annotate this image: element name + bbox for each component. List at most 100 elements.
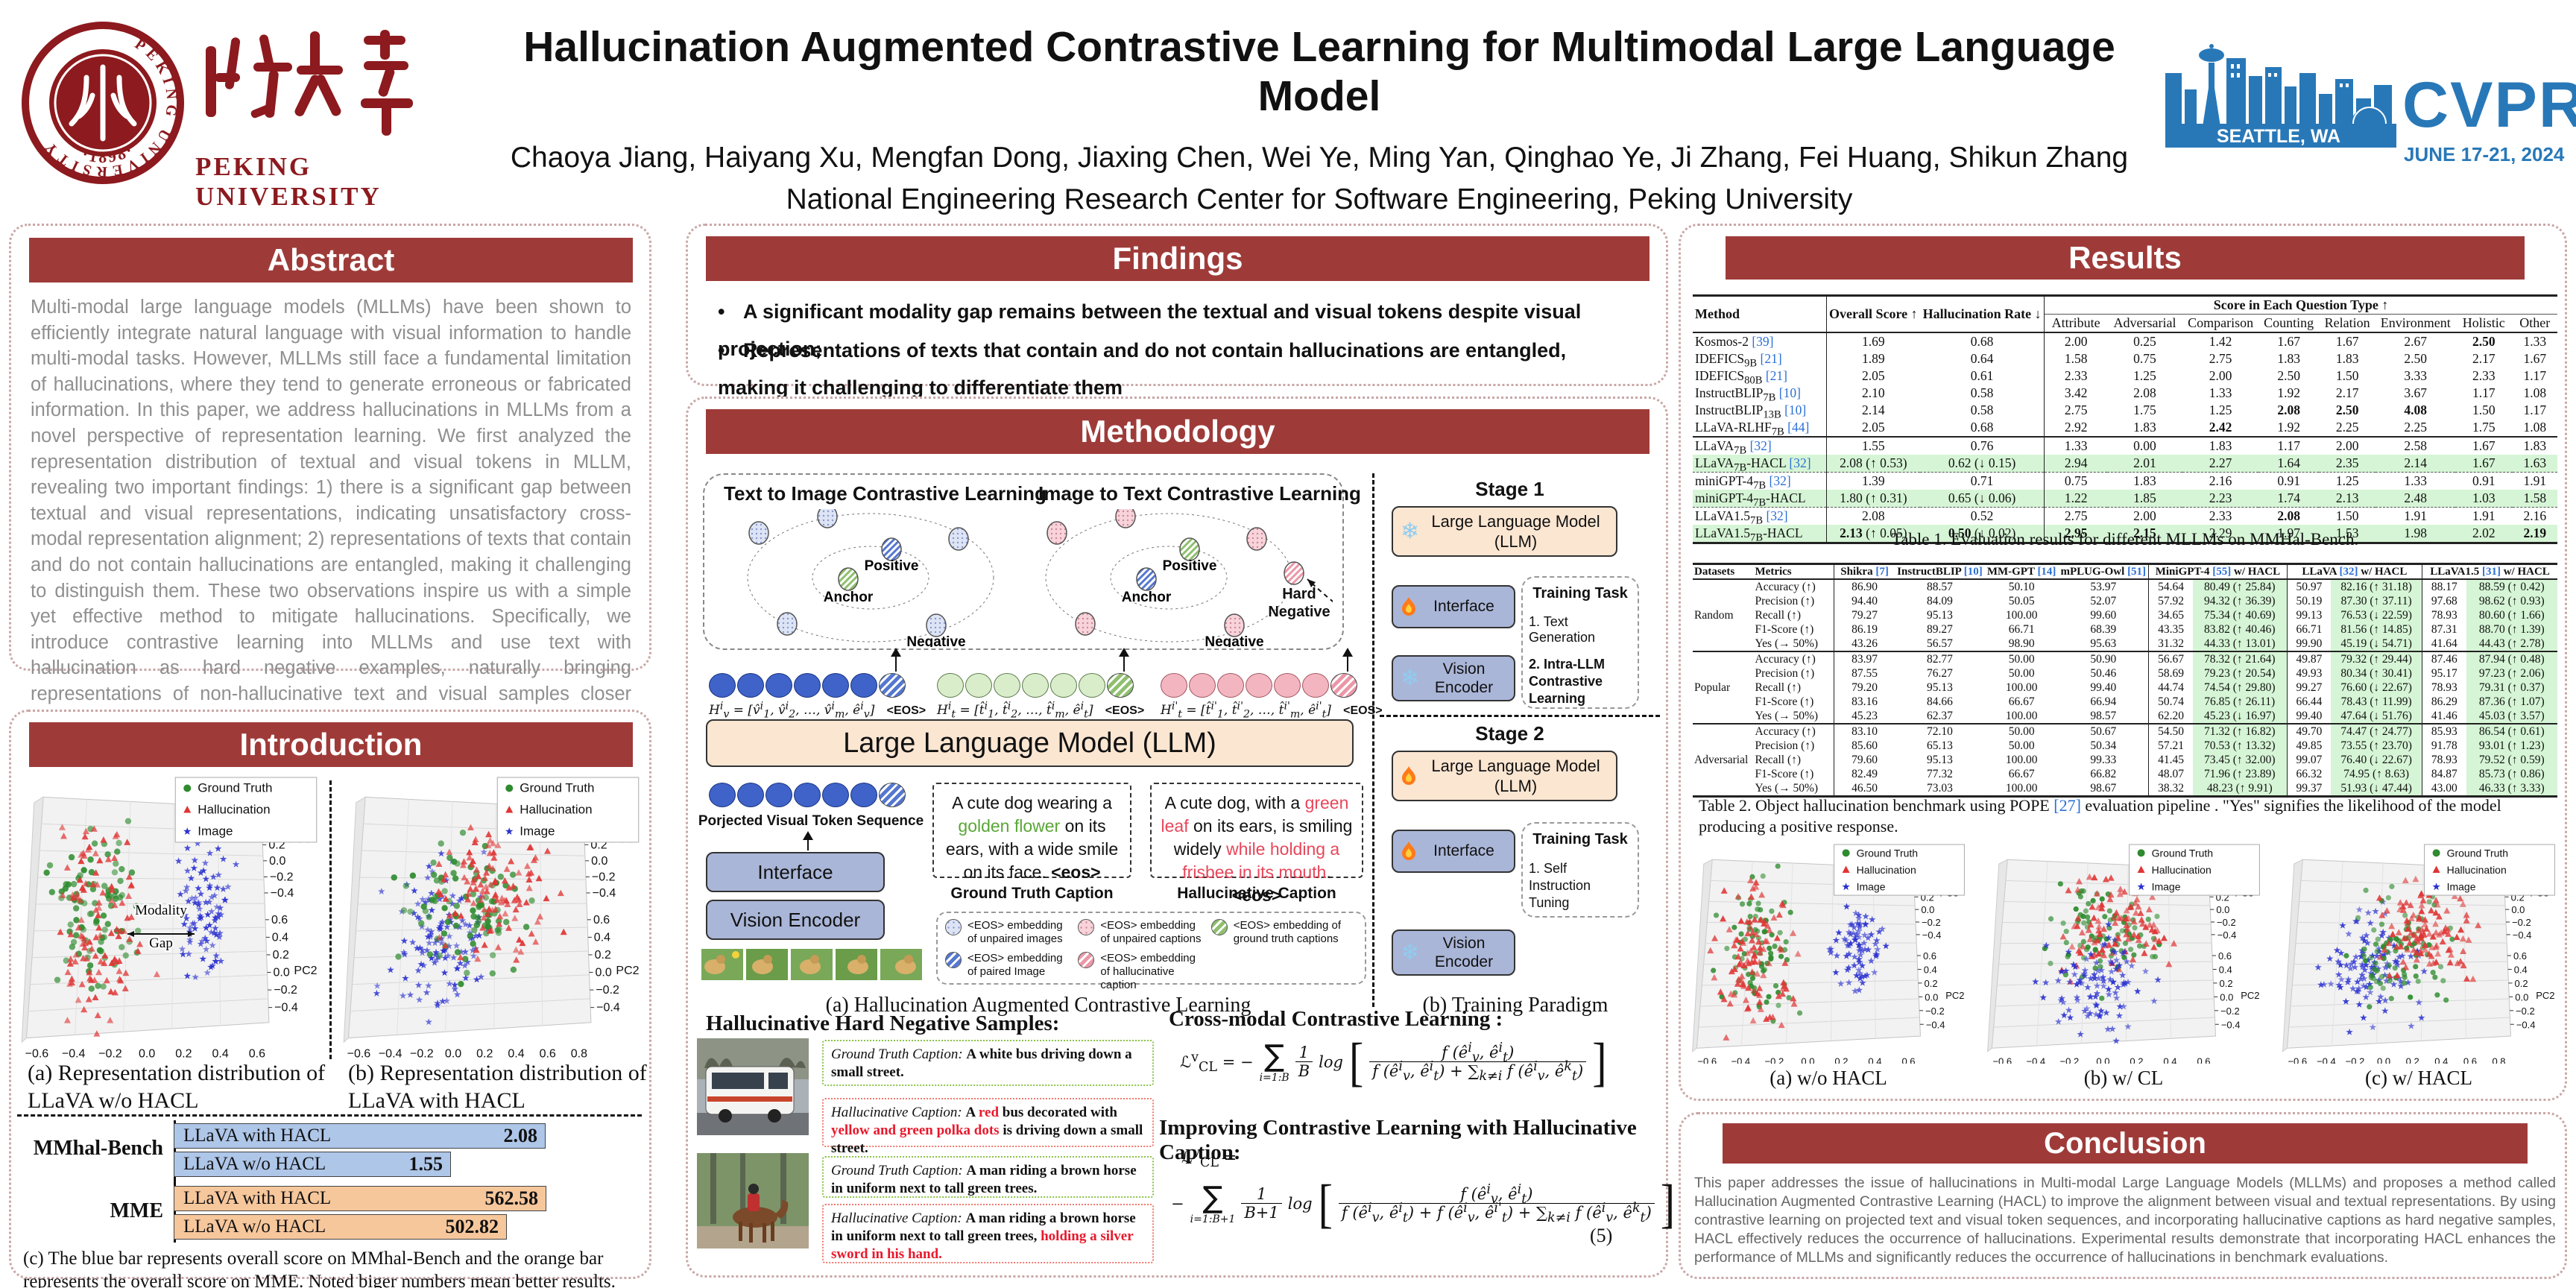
cvpr-dates: JUNE 17-21, 2024 [2404,143,2565,165]
token-row [937,673,1134,698]
dog-photo [701,949,743,980]
svg-text:−0.2: −0.2 [1925,1006,1945,1017]
crossmodal-title: Cross-modal Contrastive Learning : [1169,1007,1503,1031]
svg-text:0.8: 0.8 [2492,1055,2505,1064]
stage1-training-task-box: Training Task 1. Text Generation 2. Intr… [1521,576,1639,709]
stage-divider-h [1380,715,1660,717]
svg-text:0.4: 0.4 [1924,964,1937,975]
pku-university-name: PEKING UNIVERSITY [195,152,382,211]
svg-text:−0.2: −0.2 [274,984,297,997]
pku-calligraphy: 北京大学 [206,30,413,136]
svg-text:0.2: 0.2 [2406,1055,2419,1064]
svg-text:−0.4: −0.4 [2317,1055,2336,1064]
table-row: F1-Score (↑) 86.19 89.27 66.71 68.39 43.35 83.… [1693,622,2557,637]
svg-text:0.2: 0.2 [175,1048,192,1058]
table-row: miniGPT-47B-HACL 1.80 (↑ 0.31) 0.65 (↓ 0.0… [1693,490,2557,508]
hal-caption-box: A cute dog, with a green leaf on its ear… [1150,783,1363,905]
projected-visual-tokens [709,783,906,807]
scatter-w-cl: 0.60.40.20.0−0.2−0.4PC30.60.40.20.0−0.2−… [1987,844,2260,1064]
svg-text:−0.4: −0.4 [1922,929,1942,941]
svg-text:−0.6: −0.6 [1697,1055,1717,1064]
svg-text:Ground Truth: Ground Truth [2447,847,2509,859]
log: log [1319,1052,1343,1071]
svg-text:0.0: 0.0 [445,1048,461,1058]
token [1217,673,1244,698]
svg-text:−0.4: −0.4 [271,887,294,900]
abstract-panel: Abstract Multi-modal large language mode… [9,224,651,807]
arrow-stem [807,839,809,850]
stage2-task-1: 1. Self Instruction Tuning [1529,861,1591,910]
svg-text:0.4: 0.4 [2219,964,2232,975]
equation-number: (5) [1590,1225,1613,1246]
token [1189,673,1216,698]
svg-text:Ground Truth: Ground Truth [2152,847,2214,859]
svg-text:Image: Image [2152,881,2181,893]
svg-text:−0.6: −0.6 [347,1048,371,1058]
svg-text:−0.2: −0.2 [2220,1006,2240,1017]
table-row: miniGPT-47B [32] 1.39 0.71 0.75 1.83 2.16 0.91… [1693,472,2557,491]
title-block: Hallucination Augmented Contrastive Lear… [492,22,2147,258]
svg-text:0.6: 0.6 [2218,950,2232,962]
sequence-formula: Hi't = [t̂i'1, t̂i'2, …, t̂i'm, êi't] <… [1161,700,1383,721]
conclusion-panel: Conclusion This paper addresses the issu… [1679,1112,2567,1279]
svg-text:0.4: 0.4 [2434,1055,2448,1064]
svg-text:Hallucination: Hallucination [1857,864,1916,876]
table-row: Recall (↑) 79.60 95.13 100.00 99.33 41.45 73.4… [1693,753,2557,767]
stage2-vision-box: ❄ Vision Encoder [1392,929,1515,976]
dog-image-strip [701,949,922,980]
main-fraction: f (êiv, êit) f (êiv, êit) + f (êiv, … [1338,1183,1655,1225]
svg-text:−0.2: −0.2 [2346,1055,2365,1064]
token [1246,673,1272,698]
table-row: LLaVA1.57B-HACL 2.13 (↑ 0.05) 0.50 (↓ 0.02… [1693,525,2557,543]
svg-text:Ground Truth: Ground Truth [1857,847,1919,859]
bar-category-label: MME [110,1199,163,1222]
table-row: LLaVA1.57B [32] 2.08 0.52 2.75 2.00 2.33 2.08 1… [1693,507,2557,526]
scatter-plot-llava-with-hacl: 0.60.40.20.0−0.2−0.4PC30.60.40.20.0−0.2−… [343,777,640,1058]
table-row: Popular Accuracy (↑) 83.97 82.77 50.00 50.90 5… [1693,651,2557,694]
token-row [709,673,906,698]
svg-text:Ground Truth: Ground Truth [198,780,272,795]
stage1-vision-box: ❄ Vision Encoder [1392,655,1515,701]
svg-text:−0.2: −0.2 [596,984,619,997]
dog-photo [746,949,788,980]
gt-caption-label: Ground Truth Caption [950,885,1114,902]
table-row: InstructBLIP13B [10] 2.14 0.58 2.75 1.75 1.25… [1693,402,2557,420]
svg-text:0.6: 0.6 [2463,1055,2477,1064]
token [709,673,736,698]
res-plot-caption-b: (b) w/ CL [2083,1067,2164,1089]
embedding-legend-item: <EOS> embedding of hallucinative caption [1078,952,1206,992]
table-row: LLaVA7B [32] 1.55 0.76 1.33 0.00 1.83 1.17 2.00… [1693,437,2557,456]
stage2-label: Stage 2 [1475,722,1544,745]
pope-benchmark-table: Datasets Metrics Shikra [7] InstructBLIP [1… [1693,563,2557,798]
abstract-heading: Abstract [29,238,633,282]
table-row: Adversarial Accuracy (↑) 83.10 72.10 50.00 50… [1693,724,2557,766]
svg-text:−0.6: −0.6 [2288,1055,2307,1064]
token [937,673,964,698]
bar-label: LLaVA with HACL [183,1188,332,1208]
svg-text:Image: Image [2447,881,2476,893]
visual-token [794,783,821,807]
table-row: IDEFICS9B [21] 1.89 0.64 1.58 0.75 2.75 1.83 1.… [1693,350,2557,369]
svg-text:0.4: 0.4 [212,1048,229,1058]
svg-text:0.6: 0.6 [2513,950,2527,962]
finding-bullet-1: • A significant modality gap remains betw… [718,300,1582,360]
gt-caption-box: A cute dog wearing a golden flower on it… [932,783,1131,882]
bar-category-label: MMhal-Bench [33,1137,163,1160]
svg-text:−0.4: −0.4 [1926,1019,1945,1030]
svg-text:Hallucination: Hallucination [520,802,592,816]
snowflake-icon: ❄ [1401,518,1420,545]
table-row: Yes (→ 50%) 45.23 62.37 100.00 98.57 62.20 45.… [1693,709,2557,724]
table-row: LLaVA-RLHF7B [44] 2.05 0.68 2.92 1.83 2.42 1.9… [1693,419,2557,438]
svg-text:PC2: PC2 [2536,990,2554,1001]
svg-text:0.0: 0.0 [2377,1055,2390,1064]
table-row: Random Accuracy (↑) 86.90 88.57 50.10 53.97 54… [1693,579,2557,622]
hard-negative-samples-title: Hallucinative Hard Negative Samples: [706,1011,1060,1035]
table-row: F1-Score (↑) 82.49 77.32 66.67 66.82 48.07 71.… [1693,767,2557,781]
sequence-formula: Hit = [t̂i1, t̂i2, …, t̂im, êit] <EOS> [937,700,1145,721]
hard-negative-label: Hard Negative [1268,586,1330,620]
bar-label: LLaVA w/o HACL [183,1154,326,1174]
projected-visual-tokens-label: Porjected Visual Token Sequence [698,813,924,829]
results-heading: Results [1726,236,2525,280]
svg-text:Anchor: Anchor [1122,590,1172,605]
